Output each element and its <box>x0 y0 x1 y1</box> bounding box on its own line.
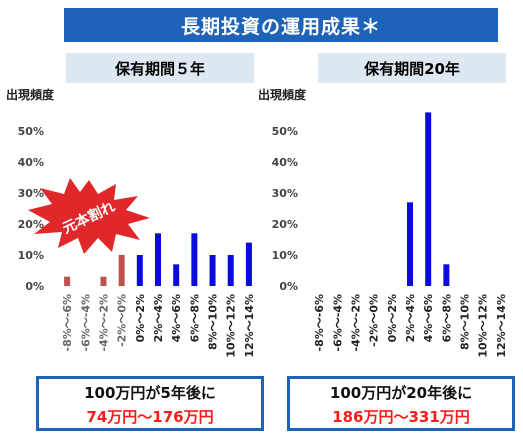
y-tick-label: 30% <box>272 187 298 200</box>
summary-box-20y: 100万円が20年後に 186万円〜331万円 <box>287 376 515 431</box>
x-tick-label: 6%〜8% <box>440 294 453 342</box>
x-tick-label: -2%〜0% <box>368 294 381 347</box>
x-tick-label: 12%〜14% <box>243 294 256 358</box>
y-tick-label: 10% <box>18 249 44 262</box>
y-tick-label: 0% <box>25 280 44 293</box>
x-tick-label: -4%〜-2% <box>349 294 362 351</box>
summary-range-20y: 186万円〜331万円 <box>332 408 470 426</box>
x-tick-label: -8%〜-6% <box>61 294 74 351</box>
x-tick-label: -6%〜-4% <box>331 294 344 351</box>
summary-line-20y: 100万円が20年後に <box>329 384 473 402</box>
y-axis-label-5y: 出現頻度 <box>6 88 55 102</box>
y-axis-label-20y: 出現頻度 <box>258 88 307 102</box>
x-tick-label: 0%〜2% <box>134 294 147 342</box>
summary-line-5y: 100万円が5年後に <box>84 384 216 402</box>
y-tick-label: 10% <box>272 249 298 262</box>
y-tick-label: 40% <box>272 156 298 169</box>
bar <box>209 255 216 286</box>
x-tick-label: 2%〜4% <box>152 294 165 342</box>
y-tick-label: 20% <box>18 218 44 231</box>
bar <box>155 233 161 286</box>
histogram-5y: 0% 10% 20% 30% 40% 50% -8%〜-6% -6%〜-4% -4%〜-2% -2… <box>18 125 256 358</box>
y-tick-label: 40% <box>18 156 44 169</box>
x-tick-label: -8%〜-6% <box>313 294 326 351</box>
burst-shape <box>28 178 150 254</box>
bar <box>425 112 432 287</box>
bar <box>136 255 143 286</box>
bar <box>227 255 234 286</box>
y-tick-label: 20% <box>272 218 298 231</box>
bar <box>118 255 125 286</box>
bar <box>245 242 252 286</box>
x-tick-label: 10%〜12% <box>225 294 238 358</box>
summary-box-5y: 100万円が5年後に 74万円〜176万円 <box>36 376 264 431</box>
bar <box>191 233 198 286</box>
y-tick-label: 30% <box>18 187 44 200</box>
period-label-5y: 保有期間５年 <box>66 53 254 83</box>
chart-title-banner: 長期投資の運用成果＊ <box>64 8 498 42</box>
period-label-20y: 保有期間20年 <box>318 53 506 83</box>
x-tick-label: 0%〜2% <box>386 294 399 342</box>
x-tick-label: 12%〜14% <box>495 294 508 358</box>
x-tick-label: 2%〜4% <box>404 294 417 342</box>
x-tick-label: -2%〜0% <box>116 294 129 347</box>
principal-loss-burst-icon: 元本割れ <box>28 178 150 254</box>
x-tick-label: 10%〜12% <box>477 294 490 358</box>
bar <box>443 264 450 286</box>
histogram-20y: 0% 10% 20% 30% 40% 50% -8%〜-6% -6%〜-4% -4%〜-2% -2… <box>272 112 508 358</box>
bar <box>64 276 71 286</box>
x-tick-label: 6%〜8% <box>188 294 201 342</box>
x-tick-label: 8%〜10% <box>459 294 472 350</box>
y-tick-label: 50% <box>18 125 44 138</box>
summary-range-5y: 74万円〜176万円 <box>86 408 214 426</box>
bar <box>100 276 107 286</box>
y-tick-label: 50% <box>272 125 298 138</box>
bar <box>173 264 180 286</box>
x-tick-label: -6%〜-4% <box>79 294 92 351</box>
x-tick-label: 4%〜6% <box>422 294 435 342</box>
y-tick-label: 0% <box>279 280 298 293</box>
bar <box>407 202 413 286</box>
x-tick-label: 8%〜10% <box>207 294 220 350</box>
x-tick-label: -4%〜-2% <box>97 294 110 351</box>
x-tick-label: 4%〜6% <box>170 294 183 342</box>
